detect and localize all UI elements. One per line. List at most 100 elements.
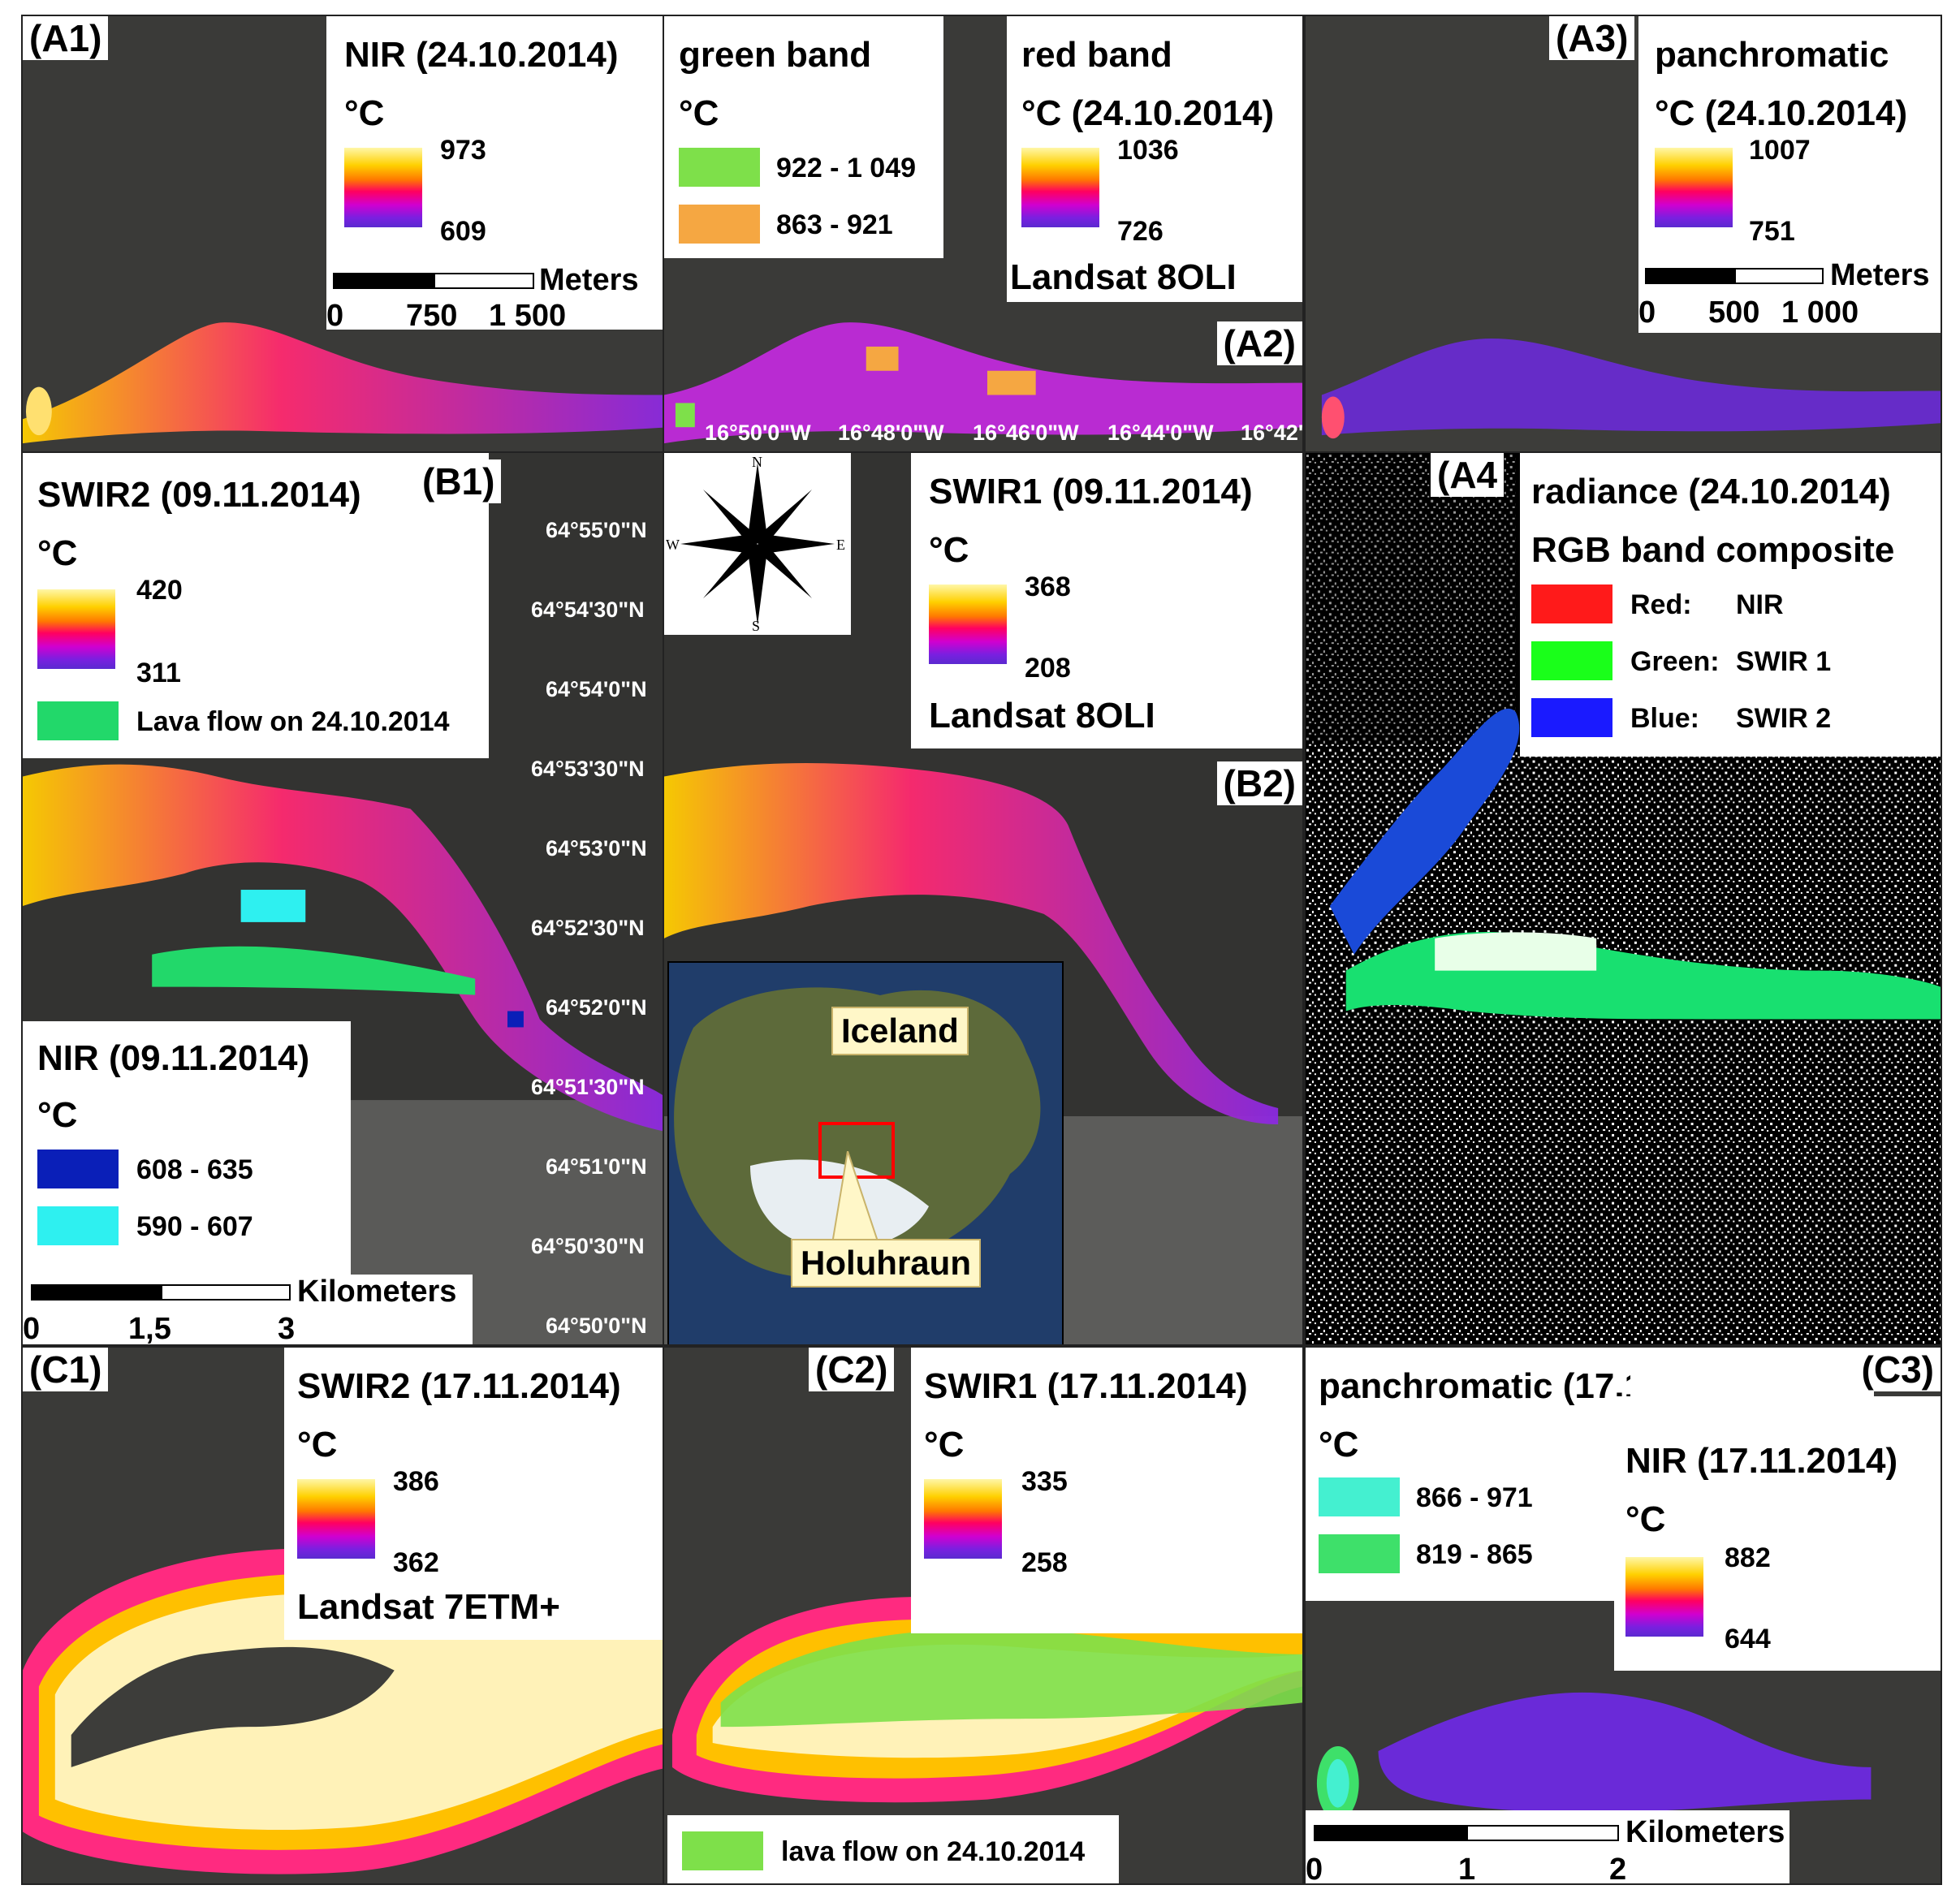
c3-scale-unit: Kilometers xyxy=(1625,1815,1785,1849)
c1-max: 386 xyxy=(393,1466,439,1497)
a3-tag: (A3) xyxy=(1549,16,1635,60)
b1-scale-box: Kilometers 0 1,5 3 xyxy=(23,1275,473,1346)
a2-colorramp xyxy=(1021,148,1099,227)
a2-class-high: 922 - 1 049 xyxy=(776,153,917,183)
b1-lat-tick-6: 64°52'0"N xyxy=(546,995,647,1020)
b1-lat-tick-7: 64°51'30"N xyxy=(531,1075,645,1099)
c3-class-low: 819 - 865 xyxy=(1416,1539,1533,1570)
a1-max: 973 xyxy=(440,135,486,166)
a2-class-low: 863 - 921 xyxy=(776,209,893,240)
b2-unit: °C xyxy=(929,530,969,570)
c3-scale-t1: 1 xyxy=(1458,1853,1476,1885)
b1-lat-tick-9: 64°50'30"N xyxy=(531,1234,645,1258)
panel-c3: panchromatic (17.11.2014) °C 866 - 971 8… xyxy=(1304,1346,1942,1885)
compass-n: N xyxy=(752,454,762,470)
c3-class-high-swatch xyxy=(1319,1477,1400,1516)
a3-colorramp xyxy=(1655,148,1733,227)
b1-title: SWIR2 (09.11.2014) xyxy=(37,475,361,515)
c1-tag: (C1) xyxy=(23,1348,109,1391)
a3-unit: °C (24.10.2014) xyxy=(1655,93,1908,133)
c1-legend: SWIR2 (17.11.2014) °C 386 362 Landsat 7E… xyxy=(284,1348,669,1640)
a3-scale-t1: 500 xyxy=(1708,295,1760,330)
a2-class-high-swatch xyxy=(679,148,760,187)
b1-lat-tick-3: 64°53'30"N xyxy=(531,757,645,781)
c3-class-low-swatch xyxy=(1319,1534,1400,1573)
a4-green-label: Green: xyxy=(1630,646,1720,677)
a1-scalebar xyxy=(333,273,534,289)
c2-legend: SWIR1 (17.11.2014) °C 335 258 xyxy=(911,1348,1302,1633)
a2-red-title: red band xyxy=(1021,35,1172,75)
c3-colorramp xyxy=(1625,1557,1703,1637)
b2-legend: SWIR1 (09.11.2014) °C 368 208 Landsat 8O… xyxy=(911,453,1302,748)
panel-b1: SWIR2 (09.11.2014) °C 420 311 Lava flow … xyxy=(21,451,671,1346)
c3-unit: °C xyxy=(1319,1425,1359,1464)
a4-map xyxy=(1306,453,1941,1344)
a1-tag: (A1) xyxy=(23,16,109,60)
c1-unit: °C xyxy=(297,1425,338,1464)
b1-nir-high: 608 - 635 xyxy=(136,1154,253,1185)
b1-lat-tick-0: 64°55'0"N xyxy=(546,518,647,542)
a2-red-min: 726 xyxy=(1117,216,1163,247)
panel-a1: (A1) NIR (24.10.2014) °C 973 609 Meters … xyxy=(21,15,671,453)
a4-red-swatch xyxy=(1531,584,1612,623)
a2-lon-tick-2: 16°46'0"W xyxy=(973,421,1079,445)
a1-min: 609 xyxy=(440,216,486,247)
b1-colorramp xyxy=(37,589,115,669)
b1-scale-t0: 0 xyxy=(23,1312,41,1346)
c3-nir-min: 644 xyxy=(1725,1624,1771,1654)
b1-nir-low-swatch xyxy=(37,1206,119,1245)
b1-max: 420 xyxy=(136,575,183,606)
a2-red-max: 1036 xyxy=(1117,135,1179,166)
b1-nir-title: NIR (09.11.2014) xyxy=(37,1038,310,1078)
b1-nir-low: 590 - 607 xyxy=(136,1211,253,1242)
c3-scale-t0: 0 xyxy=(1306,1853,1323,1885)
inset-label-iceland: Iceland xyxy=(831,1007,969,1055)
a4-subtitle: RGB band composite xyxy=(1531,530,1895,570)
b1-nir-high-swatch xyxy=(37,1150,119,1188)
a1-scale-t0: 0 xyxy=(326,299,344,333)
panel-a2: green band °C 922 - 1 049 863 - 921 red … xyxy=(663,15,1304,453)
a1-title: NIR (24.10.2014) xyxy=(344,35,619,75)
a2-green-unit: °C xyxy=(679,93,719,133)
b2-colorramp xyxy=(929,584,1007,664)
c2-max: 335 xyxy=(1021,1466,1068,1497)
a1-scale-unit: Meters xyxy=(539,263,639,297)
a4-blue-label: Blue: xyxy=(1630,703,1699,734)
compass-e: E xyxy=(836,537,845,553)
inset-label-holuhraun: Holuhraun xyxy=(791,1239,981,1288)
a2-tag: (A2) xyxy=(1216,321,1302,365)
c2-min: 258 xyxy=(1021,1547,1068,1578)
a2-class-low-swatch xyxy=(679,205,760,244)
a1-unit: °C xyxy=(344,93,385,133)
b1-lat-tick-2: 64°54'0"N xyxy=(546,677,647,701)
a2-lon-tick-0: 16°50'0"W xyxy=(705,421,811,445)
b1-lat-tick-4: 64°53'0"N xyxy=(546,836,647,861)
b1-scale-t1: 1,5 xyxy=(128,1312,171,1346)
b1-lava-label: Lava flow on 24.10.2014 xyxy=(136,706,450,737)
a3-scale-t0: 0 xyxy=(1638,295,1656,330)
a4-legend: radiance (24.10.2014) RGB band composite… xyxy=(1520,453,1941,757)
b1-legend: SWIR2 (09.11.2014) °C 420 311 Lava flow … xyxy=(23,453,489,758)
b2-min: 208 xyxy=(1025,653,1071,684)
b1-scalebar xyxy=(31,1284,291,1301)
b1-lat-tick-8: 64°51'0"N xyxy=(546,1154,647,1179)
a4-red-label: Red: xyxy=(1630,589,1692,620)
c2-tag: (C2) xyxy=(809,1348,895,1391)
b1-scale-unit: Kilometers xyxy=(297,1275,457,1309)
c3-nir-title: NIR (17.11.2014) xyxy=(1625,1441,1898,1481)
a1-scale-t1: 750 xyxy=(406,299,458,333)
c1-title: SWIR2 (17.11.2014) xyxy=(297,1366,621,1406)
a4-title: radiance (24.10.2014) xyxy=(1531,472,1891,511)
b1-lat-tick-10: 64°50'0"N xyxy=(546,1314,647,1338)
a2-red-legend: red band °C (24.10.2014) 1036 726 Landsa… xyxy=(1007,16,1302,302)
b1-unit: °C xyxy=(37,533,78,573)
a4-blue-swatch xyxy=(1531,698,1612,737)
a4-tag: (A4 xyxy=(1431,453,1505,497)
a3-scalebar xyxy=(1645,268,1824,284)
a2-red-unit: °C (24.10.2014) xyxy=(1021,93,1275,133)
c2-lava-legend: lava flow on 24.10.2014 xyxy=(667,1815,1119,1883)
a2-lon-tick-1: 16°48'0"W xyxy=(838,421,944,445)
a2-green-legend: green band °C 922 - 1 049 863 - 921 xyxy=(664,16,943,258)
c3-scale-t2: 2 xyxy=(1609,1853,1627,1885)
c2-colorramp xyxy=(924,1479,1002,1559)
